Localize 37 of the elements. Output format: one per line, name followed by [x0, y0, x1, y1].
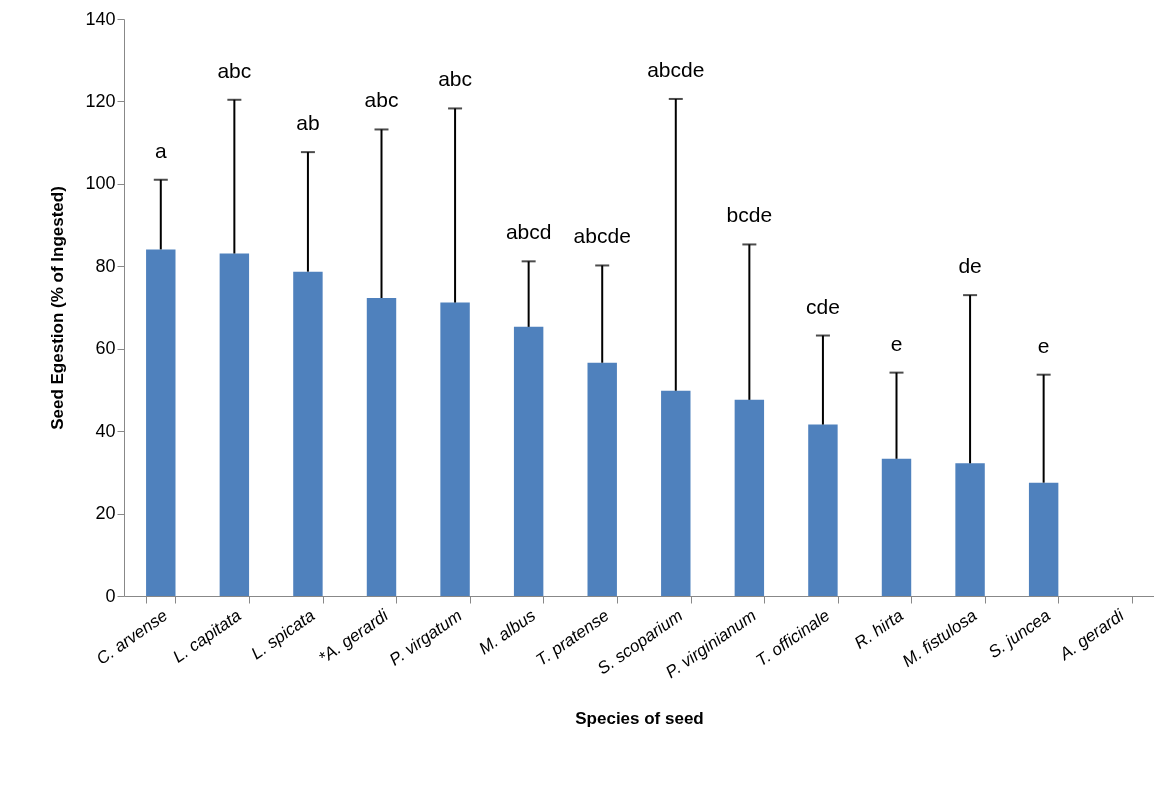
x-axis-title: Species of seed	[575, 709, 704, 729]
y-axis-title: Seed Egestion (% of Ingested)	[48, 186, 68, 430]
annotation: abc	[217, 58, 252, 82]
bar	[366, 298, 397, 596]
annotation: abcde	[647, 57, 705, 81]
annotation: abcde	[573, 224, 631, 248]
x-tick-label: R. hirta	[850, 605, 907, 653]
y-tick-label: 60	[95, 338, 116, 359]
bar	[219, 253, 250, 596]
bar	[146, 249, 176, 596]
annotation: abcd	[505, 220, 552, 244]
annotation: a	[154, 138, 167, 162]
bar	[661, 390, 691, 596]
bar	[881, 458, 912, 596]
y-tick-label: 120	[85, 90, 116, 111]
bar	[513, 326, 544, 596]
y-tick-label: 20	[95, 503, 116, 524]
annotation: ab	[296, 111, 320, 135]
y-tick-label: 80	[95, 255, 116, 276]
y-tick-label: 140	[85, 8, 116, 29]
annotation: cde	[806, 294, 840, 318]
y-tick-label: 100	[85, 173, 116, 194]
bar	[293, 271, 323, 596]
bar	[587, 362, 617, 596]
bar	[440, 302, 470, 596]
annotation: de	[958, 254, 982, 278]
bar	[1028, 482, 1059, 596]
y-tick-label: 0	[105, 585, 116, 606]
annotation: bcde	[726, 203, 773, 227]
bar	[734, 399, 765, 596]
annotation: abc	[364, 88, 399, 112]
annotation: e	[1037, 333, 1050, 357]
bar	[808, 424, 838, 596]
annotation: e	[890, 331, 903, 355]
y-tick-label: 40	[95, 420, 116, 441]
annotation: abc	[438, 67, 472, 91]
bar	[955, 463, 985, 596]
